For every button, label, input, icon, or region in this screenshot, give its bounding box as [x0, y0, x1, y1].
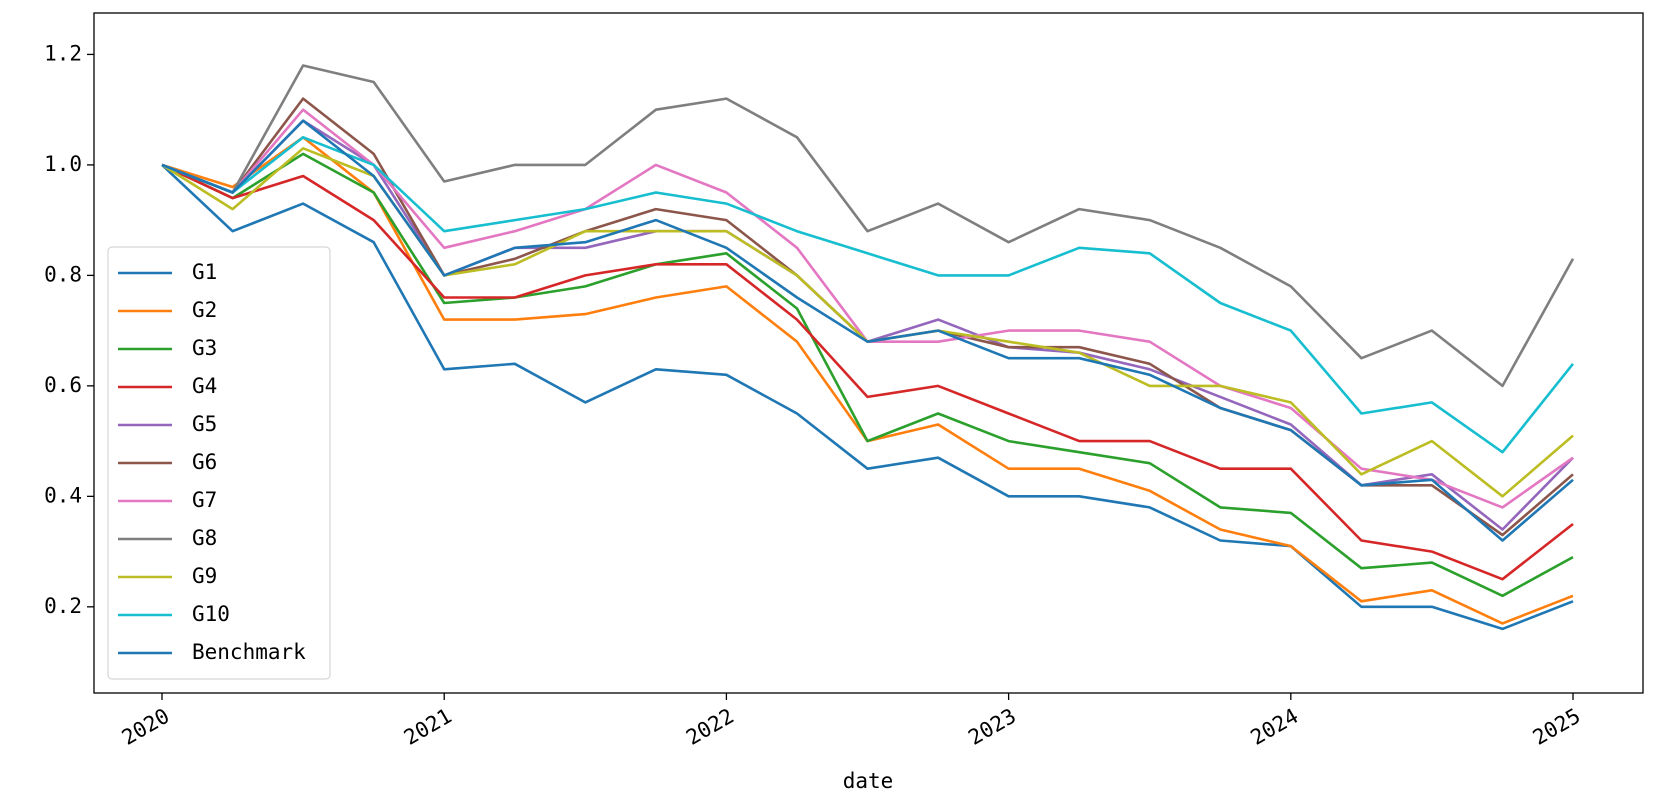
legend-label: G5 — [192, 412, 217, 436]
x-tick-label: 2020 — [118, 704, 174, 750]
legend: G1 G2 G3 G4 G5 G6 G7 G8 G9 G10 Benchmark — [107, 246, 331, 680]
y-tick-label: 0.8 — [44, 262, 82, 286]
series-line — [161, 163, 1574, 631]
series-line — [161, 152, 1574, 598]
legend-label: G3 — [192, 336, 217, 360]
y-tick-label: 0.6 — [44, 373, 82, 397]
legend-label: G8 — [192, 526, 217, 550]
series-line — [161, 147, 1574, 498]
x-tick-label: 2022 — [682, 704, 738, 750]
series-line — [161, 119, 1574, 542]
series-line — [161, 108, 1574, 509]
y-tick-label: 1.2 — [44, 41, 82, 65]
x-tick-label: 2023 — [964, 704, 1020, 750]
plot-frame — [93, 12, 1644, 694]
y-tick-label: 1.0 — [44, 152, 82, 176]
legend-label: G10 — [192, 602, 230, 626]
legend-label: G4 — [192, 374, 217, 398]
series-line — [161, 64, 1575, 388]
legend-label: G2 — [192, 298, 217, 322]
legend-label: Benchmark — [192, 640, 306, 664]
x-tick-label: 2024 — [1247, 704, 1303, 750]
legend-label: G6 — [192, 450, 217, 474]
x-tick-label: 2025 — [1529, 704, 1585, 750]
legend-label: G1 — [192, 260, 217, 284]
series-line — [161, 136, 1574, 625]
x-axis-label: date — [843, 769, 894, 792]
series-line — [161, 136, 1575, 454]
legend-box — [107, 246, 331, 680]
y-tick-label: 0.4 — [44, 483, 82, 507]
x-tick-label: 2021 — [400, 704, 456, 750]
y-tick-label: 0.2 — [44, 594, 82, 618]
legend-label: G7 — [192, 488, 217, 512]
legend-label: G9 — [192, 564, 217, 588]
series-line — [161, 163, 1574, 581]
